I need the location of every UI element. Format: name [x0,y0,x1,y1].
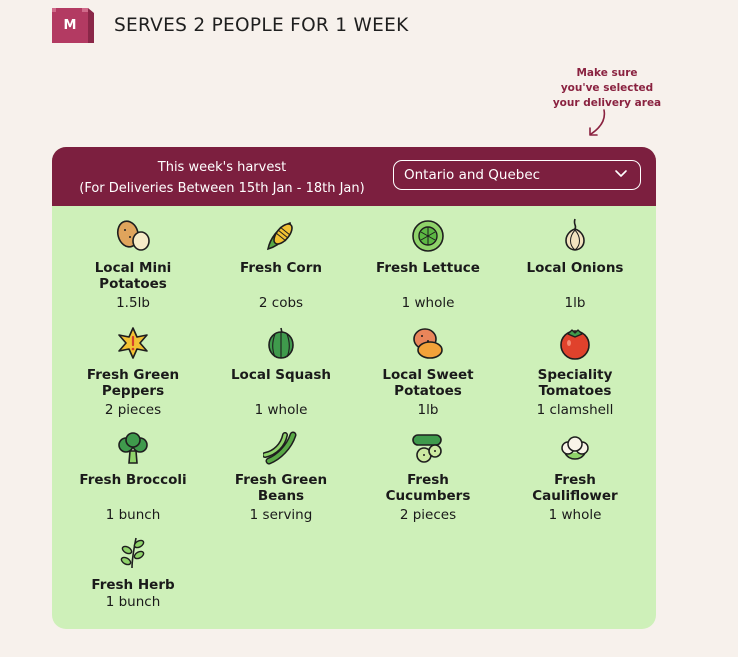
item-quantity: 1 whole [254,402,308,418]
item-name: Fresh Lettuce [376,260,480,276]
chevron-down-icon [615,170,627,177]
produce-item: Fresh Green Beans 1 serving [207,429,355,523]
harvest-card: This week's harvest (For Deliveries Betw… [52,147,656,629]
item-name: Local Mini Potatoes [94,260,172,292]
broccoli-icon [59,429,207,465]
produce-item: Local Sweet Potatoes 1lb [354,324,502,418]
item-name: Fresh Herb [91,577,175,593]
item-name: Fresh Cucumbers [385,472,471,504]
curved-arrow-icon [589,109,606,136]
item-quantity: 1 bunch [105,507,161,523]
item-name: Fresh Cauliflower [532,472,618,504]
item-quantity: 2 pieces [104,402,162,418]
item-quantity: 1lb [564,295,586,311]
item-quantity: 1lb [417,402,439,418]
logo-letter: M [63,18,77,33]
harvest-date-range: (For Deliveries Between 15th Jan - 18th … [79,181,365,196]
sweet-potato-icon [354,324,502,360]
cauliflower-icon [501,429,649,465]
produce-item: Fresh Corn 2 cobs [207,217,355,311]
tomato-icon [501,324,649,360]
item-name: Fresh Broccoli [79,472,187,488]
box-logo-icon: M [52,8,100,43]
item-name: Fresh Corn [240,260,322,276]
item-name: Local Onions [526,260,624,276]
herb-icon [59,534,207,570]
item-quantity: 1.5lb [116,295,150,311]
note-line: your delivery area [552,97,662,109]
green-beans-icon [207,429,355,465]
produce-item: Local Onions 1lb [501,217,649,311]
item-quantity: 1 clamshell [536,402,614,418]
pepper-icon [59,324,207,360]
page-title: SERVES 2 PEOPLE FOR 1 WEEK [114,15,409,36]
delivery-area-note: Make sure you've selected your delivery … [548,66,666,111]
item-quantity: 1 whole [401,295,455,311]
delivery-region-select[interactable]: Ontario and Quebec [393,160,641,190]
produce-item: Fresh Cauliflower 1 whole [501,429,649,523]
item-quantity: 2 cobs [258,295,304,311]
item-name: Local Squash [230,367,332,383]
produce-item: Fresh Lettuce 1 whole [354,217,502,311]
cucumber-icon [354,429,502,465]
harvest-header: This week's harvest (For Deliveries Betw… [52,147,656,206]
produce-item: Fresh Broccoli 1 bunch [59,429,207,523]
item-name: Fresh Green Beans [234,472,328,504]
note-line: Make sure [576,67,638,79]
note-line: you've selected [560,82,654,94]
produce-item: Local Squash 1 whole [207,324,355,418]
produce-item: Fresh Cucumbers 2 pieces [354,429,502,523]
lettuce-icon [354,217,502,253]
item-quantity: 1 bunch [105,594,161,610]
produce-item: Fresh Green Peppers 2 pieces [59,324,207,418]
item-name: Local Sweet Potatoes [382,367,474,399]
selected-region: Ontario and Quebec [404,167,541,183]
produce-item: Speciality Tomatoes 1 clamshell [501,324,649,418]
item-quantity: 2 pieces [399,507,457,523]
page-header: M SERVES 2 PEOPLE FOR 1 WEEK [52,8,409,43]
corn-icon [207,217,355,253]
item-name: Fresh Green Peppers [86,367,180,399]
item-quantity: 1 serving [249,507,313,523]
item-name: Speciality Tomatoes [537,367,613,399]
produce-item: Local Mini Potatoes 1.5lb [59,217,207,311]
potato-icon [59,217,207,253]
produce-item: Fresh Herb 1 bunch [59,534,207,610]
harvest-title: This week's harvest [157,160,287,175]
squash-icon [207,324,355,360]
onion-icon [501,217,649,253]
item-quantity: 1 whole [548,507,602,523]
